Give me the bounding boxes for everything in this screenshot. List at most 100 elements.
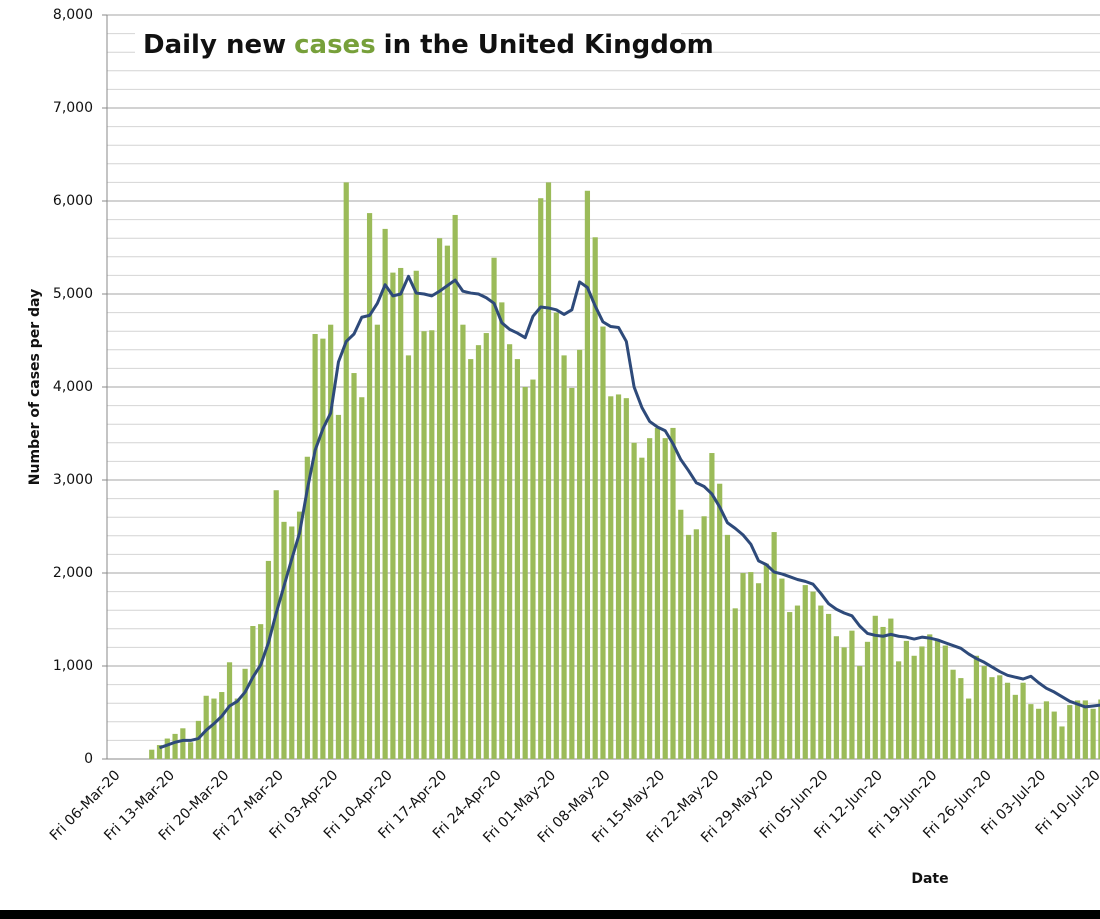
bar	[1051, 711, 1057, 759]
y-tick-label: 3,000	[53, 472, 93, 488]
bottom-bar	[0, 910, 1100, 919]
bar	[281, 521, 287, 759]
bar	[553, 312, 559, 759]
chart-title: Daily new cases in the United Kingdom	[143, 30, 714, 60]
bar	[942, 645, 948, 759]
bar	[989, 677, 995, 759]
bar	[794, 605, 801, 759]
bar	[335, 414, 342, 759]
bar	[966, 698, 972, 759]
y-tick-label: 7,000	[53, 100, 93, 116]
bar	[359, 397, 365, 759]
bar	[1043, 701, 1050, 759]
bar	[864, 641, 871, 759]
bar	[265, 560, 272, 759]
bar	[763, 563, 769, 759]
bar	[810, 591, 816, 759]
y-tick-label: 1,000	[53, 658, 93, 674]
bar	[833, 636, 839, 759]
title-part: Daily new	[143, 30, 286, 60]
bar	[444, 245, 450, 759]
bar	[958, 678, 964, 759]
bar	[242, 668, 248, 759]
bar	[351, 373, 357, 759]
bar	[755, 583, 762, 759]
bar	[872, 615, 878, 759]
title-part: cases	[294, 30, 376, 60]
bar	[592, 237, 598, 759]
bar	[973, 655, 980, 759]
bar	[514, 359, 520, 759]
bar	[1067, 705, 1073, 759]
bar	[997, 675, 1003, 759]
bar	[483, 333, 489, 759]
bar	[374, 324, 380, 759]
bar	[639, 457, 645, 759]
bar	[211, 698, 217, 759]
average-line	[159, 274, 1100, 750]
bar	[685, 534, 692, 759]
bar	[421, 331, 427, 759]
bar	[219, 692, 225, 759]
bar	[180, 728, 186, 759]
bar	[1012, 694, 1018, 759]
bar	[678, 509, 684, 759]
bar	[273, 490, 279, 759]
bar	[149, 749, 155, 759]
bar	[608, 396, 614, 759]
bar	[857, 666, 863, 759]
bar	[328, 324, 334, 759]
bar	[880, 626, 886, 759]
bar	[499, 302, 505, 759]
bar	[452, 214, 458, 759]
bar	[561, 355, 567, 759]
bar	[693, 529, 699, 759]
bar	[382, 228, 388, 759]
bar	[413, 270, 419, 759]
bar	[849, 630, 855, 759]
bar	[172, 733, 178, 759]
bar	[732, 608, 738, 759]
bar	[934, 639, 941, 759]
y-tick-label: 0	[84, 751, 93, 767]
bar	[468, 359, 474, 759]
bar	[647, 438, 653, 759]
bar	[888, 618, 894, 759]
bar	[701, 516, 707, 759]
bar	[903, 640, 909, 759]
title-part: in the United Kingdom	[384, 30, 714, 60]
bar	[950, 669, 956, 759]
bar	[312, 333, 318, 759]
bar	[818, 605, 824, 759]
bar	[1082, 700, 1088, 759]
bar	[226, 662, 233, 759]
bar	[919, 646, 925, 759]
bar	[670, 427, 676, 759]
bar	[429, 330, 435, 759]
y-axis-label: Number of cases per day	[27, 289, 43, 485]
bar	[545, 182, 552, 759]
bar	[584, 190, 591, 759]
bar	[577, 349, 583, 759]
bar	[927, 634, 933, 759]
marks	[149, 182, 1100, 760]
bar	[296, 511, 303, 759]
bar	[1004, 682, 1011, 759]
y-tick-label: 8,000	[53, 7, 93, 23]
title-box	[135, 28, 681, 62]
bar	[343, 182, 349, 759]
bar	[841, 647, 847, 759]
bar	[779, 578, 785, 759]
bar	[802, 585, 808, 759]
bar	[981, 666, 987, 759]
bar	[289, 526, 295, 759]
bar	[724, 534, 731, 759]
bar	[320, 338, 326, 759]
bar	[623, 398, 629, 759]
bar	[460, 324, 466, 759]
bar	[530, 379, 536, 759]
bar	[1036, 708, 1042, 759]
bar	[1059, 726, 1065, 759]
bar	[250, 626, 256, 759]
